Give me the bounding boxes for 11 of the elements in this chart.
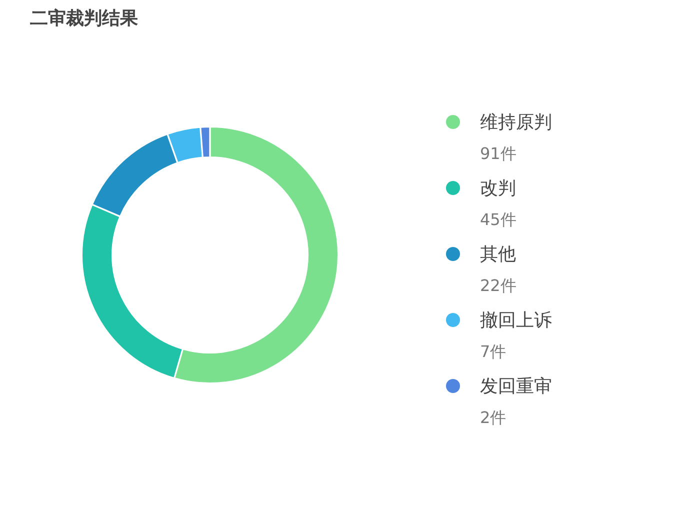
legend-label: 维持原判 <box>480 112 552 133</box>
data-label: 7件 <box>480 342 506 361</box>
data-label: 22件 <box>480 276 516 295</box>
legend-label: 发回重审 <box>480 376 552 397</box>
data-label: 91件 <box>480 144 516 163</box>
legend-label: 改判 <box>480 178 516 199</box>
legend-label: 撤回上诉 <box>480 310 552 331</box>
legend-label: 其他 <box>480 244 516 265</box>
data-label: 45件 <box>480 210 516 229</box>
data-label: 2件 <box>480 408 506 427</box>
chart-title: 二审裁判结果 <box>30 8 139 29</box>
